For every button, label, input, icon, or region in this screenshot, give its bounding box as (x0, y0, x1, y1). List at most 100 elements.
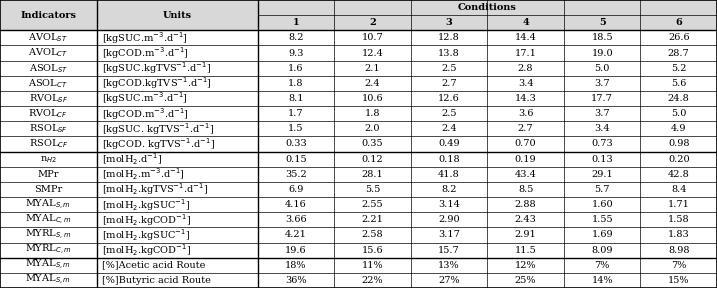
Text: [%]Butyric acid Route: [%]Butyric acid Route (103, 276, 212, 285)
Text: AVOL$_{CT}$: AVOL$_{CT}$ (28, 47, 68, 59)
Text: [molH$_2$.m$^{-3}$.d$^{-1}$]: [molH$_2$.m$^{-3}$.d$^{-1}$] (103, 167, 185, 182)
Text: 3.4: 3.4 (594, 124, 610, 133)
Text: 2.4: 2.4 (441, 124, 457, 133)
Text: 15.6: 15.6 (361, 246, 384, 255)
Text: 2.5: 2.5 (441, 109, 457, 118)
Text: n$_{H2}$: n$_{H2}$ (39, 154, 57, 164)
Text: 42.8: 42.8 (668, 170, 690, 179)
Text: [molH$_2$.kgCOD$^{-1}$]: [molH$_2$.kgCOD$^{-1}$] (103, 212, 191, 228)
Text: 6.9: 6.9 (288, 185, 303, 194)
Text: Indicators: Indicators (20, 11, 76, 20)
Text: 2.4: 2.4 (365, 79, 380, 88)
Text: 24.8: 24.8 (668, 94, 690, 103)
Text: 12.6: 12.6 (438, 94, 460, 103)
Text: [kgSUC.m$^{-3}$.d$^{-1}$]: [kgSUC.m$^{-3}$.d$^{-1}$] (103, 30, 188, 46)
Text: ASOL$_{ST}$: ASOL$_{ST}$ (29, 62, 68, 75)
Text: 1.69: 1.69 (592, 230, 613, 239)
Text: 27%: 27% (438, 276, 460, 285)
Bar (0, 137, 717, 151)
Bar (0, 197, 717, 212)
Text: 0.13: 0.13 (592, 155, 613, 164)
Bar (0, 242, 717, 258)
Bar (0, 258, 717, 273)
Text: [molH$_2$.kgCOD$^{-1}$]: [molH$_2$.kgCOD$^{-1}$] (103, 242, 191, 258)
Text: [kgCOD. kgTVS$^{-1}$.d$^{-1}$]: [kgCOD. kgTVS$^{-1}$.d$^{-1}$] (103, 136, 215, 152)
Text: 2.5: 2.5 (441, 64, 457, 73)
Text: Conditions: Conditions (458, 3, 517, 12)
Text: 14.4: 14.4 (515, 33, 536, 42)
Bar (0, 106, 717, 121)
Bar (0, 0, 717, 15)
Text: 3.7: 3.7 (594, 109, 610, 118)
Text: Units: Units (163, 11, 191, 20)
Text: 10.7: 10.7 (361, 33, 384, 42)
Bar (0, 182, 717, 197)
Text: 8.09: 8.09 (592, 246, 613, 255)
Text: 22%: 22% (361, 276, 384, 285)
Bar (0, 91, 717, 106)
Text: ASOL$_{CT}$: ASOL$_{CT}$ (29, 77, 68, 90)
Text: 3.66: 3.66 (285, 215, 307, 224)
Bar (0, 273, 717, 288)
Text: 14.3: 14.3 (515, 94, 536, 103)
Text: 25%: 25% (515, 276, 536, 285)
Text: 0.73: 0.73 (592, 139, 613, 149)
Text: 11.5: 11.5 (515, 246, 536, 255)
Text: 2.90: 2.90 (438, 215, 460, 224)
Text: 43.4: 43.4 (515, 170, 536, 179)
Text: 1.58: 1.58 (668, 215, 690, 224)
Text: 2.8: 2.8 (518, 64, 533, 73)
Text: [kgCOD.m$^{-3}$.d$^{-1}$]: [kgCOD.m$^{-3}$.d$^{-1}$] (103, 106, 189, 122)
Text: [kgSUC. kgTVS$^{-1}$.d$^{-1}$]: [kgSUC. kgTVS$^{-1}$.d$^{-1}$] (103, 121, 214, 137)
Text: 2.58: 2.58 (361, 230, 384, 239)
Bar (0, 30, 717, 46)
Text: 3.7: 3.7 (594, 79, 610, 88)
Text: MYAL$_{C,m}$: MYAL$_{C,m}$ (25, 213, 72, 227)
Text: 2.1: 2.1 (365, 64, 380, 73)
Text: 28.1: 28.1 (361, 170, 384, 179)
Text: 19.6: 19.6 (285, 246, 307, 255)
Text: 29.1: 29.1 (592, 170, 613, 179)
Text: 13.8: 13.8 (438, 49, 460, 58)
Text: MYAL$_{S,m}$: MYAL$_{S,m}$ (25, 258, 71, 272)
Bar (0, 212, 717, 227)
Text: 1.71: 1.71 (668, 200, 690, 209)
Text: RSOL$_{CF}$: RSOL$_{CF}$ (29, 138, 68, 150)
Text: 1.7: 1.7 (288, 109, 304, 118)
Text: AVOL$_{ST}$: AVOL$_{ST}$ (29, 31, 68, 44)
Text: 1.60: 1.60 (592, 200, 613, 209)
Text: 3.4: 3.4 (518, 79, 533, 88)
Text: 41.8: 41.8 (438, 170, 460, 179)
Text: 0.98: 0.98 (668, 139, 690, 149)
Text: 5.5: 5.5 (365, 185, 380, 194)
Text: RVOL$_{SF}$: RVOL$_{SF}$ (29, 92, 68, 105)
Bar (0, 121, 717, 137)
Text: 2.55: 2.55 (361, 200, 384, 209)
Text: 3.17: 3.17 (438, 230, 460, 239)
Text: 12.8: 12.8 (438, 33, 460, 42)
Bar (0, 61, 717, 76)
Text: 7%: 7% (671, 261, 686, 270)
Text: 1.8: 1.8 (365, 109, 380, 118)
Text: 8.2: 8.2 (288, 33, 303, 42)
Text: 19.0: 19.0 (592, 49, 613, 58)
Text: 0.49: 0.49 (438, 139, 460, 149)
Text: 0.33: 0.33 (285, 139, 307, 149)
Text: 2.43: 2.43 (515, 215, 536, 224)
Text: [molH$_2$.kgSUC$^{-1}$]: [molH$_2$.kgSUC$^{-1}$] (103, 197, 191, 213)
Text: 15%: 15% (668, 276, 690, 285)
Text: 8.4: 8.4 (671, 185, 686, 194)
Text: 2.0: 2.0 (365, 124, 380, 133)
Text: 8.98: 8.98 (668, 246, 690, 255)
Text: 5: 5 (599, 18, 606, 27)
Text: 26.6: 26.6 (668, 33, 690, 42)
Text: 14%: 14% (592, 276, 613, 285)
Text: 1.83: 1.83 (668, 230, 690, 239)
Text: 5.6: 5.6 (671, 79, 686, 88)
Text: 1: 1 (293, 18, 299, 27)
Bar (0, 167, 717, 182)
Text: 12.4: 12.4 (361, 49, 384, 58)
Text: 11%: 11% (361, 261, 384, 270)
Text: 5.2: 5.2 (671, 64, 686, 73)
Text: 2.91: 2.91 (515, 230, 536, 239)
